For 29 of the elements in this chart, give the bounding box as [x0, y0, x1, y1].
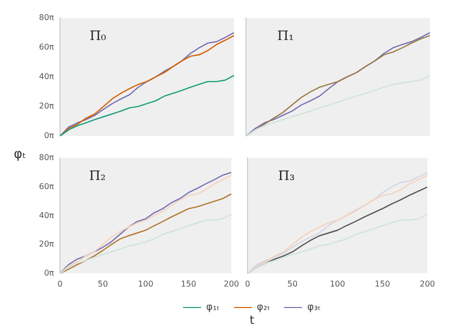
y-tick-label: 0π — [44, 268, 54, 278]
x-tick-label: 150 — [180, 279, 196, 288]
x-tick-label: 150 — [374, 279, 390, 288]
text: Π₁ — [277, 28, 294, 44]
x-axis-title: t — [248, 313, 256, 327]
x-tick-label: 0 — [245, 279, 250, 288]
y-tick-label: 20π — [39, 102, 54, 111]
legend-label: φ₃ₜ — [307, 302, 321, 313]
y-tick-label: 60π — [39, 182, 54, 191]
y-tick-label: 40π — [39, 210, 54, 220]
text: Π₃ — [278, 168, 295, 184]
legend-label: φ₁ₜ — [206, 302, 220, 313]
y-tick-label: 40π — [39, 72, 54, 82]
x-tick-label: 50 — [98, 279, 108, 288]
y-tick-label: 20π — [39, 240, 54, 249]
legend-label: φ₂ₜ — [256, 302, 270, 313]
x-tick-label: 100 — [138, 279, 154, 288]
y-tick-label: 60π — [39, 42, 54, 52]
y-axis-title: φₜ — [14, 146, 26, 162]
text: Π₂ — [89, 168, 106, 184]
x-tick-label: 200 — [420, 279, 436, 288]
x-tick-label: 100 — [330, 279, 346, 288]
y-tick-label: 0π — [44, 131, 54, 140]
y-tick-label: 80π — [39, 13, 54, 22]
x-tick-label: 200 — [224, 279, 240, 288]
y-tick-label: 80π — [39, 153, 54, 162]
x-tick-label: 0 — [57, 279, 63, 288]
text: Π₀ — [90, 28, 106, 44]
x-tick-label: 50 — [287, 279, 298, 288]
